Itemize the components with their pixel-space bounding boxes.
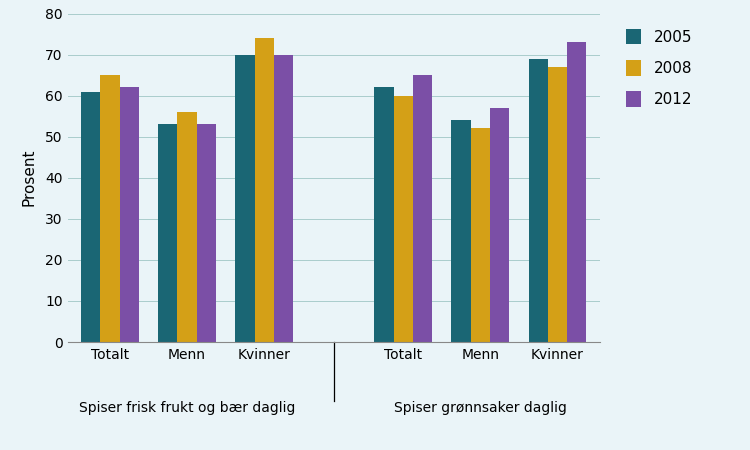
Bar: [548, 67, 567, 342]
Bar: [274, 54, 293, 342]
Bar: [471, 129, 490, 342]
Bar: [394, 96, 412, 342]
Bar: [255, 38, 274, 342]
Bar: [81, 91, 100, 342]
Bar: [196, 124, 216, 342]
Text: Spiser frisk frukt og bær daglig: Spiser frisk frukt og bær daglig: [79, 401, 296, 415]
Bar: [158, 124, 178, 342]
Y-axis label: Prosent: Prosent: [22, 149, 37, 207]
Bar: [374, 87, 394, 342]
Bar: [452, 120, 471, 342]
Bar: [413, 75, 432, 342]
Bar: [490, 108, 509, 342]
Bar: [529, 58, 548, 342]
Bar: [119, 87, 139, 342]
Legend: 2005, 2008, 2012: 2005, 2008, 2012: [618, 21, 700, 115]
Bar: [567, 42, 586, 342]
Bar: [100, 75, 119, 342]
Text: Spiser grønnsaker daglig: Spiser grønnsaker daglig: [394, 401, 567, 415]
Bar: [178, 112, 197, 342]
Bar: [236, 54, 255, 342]
